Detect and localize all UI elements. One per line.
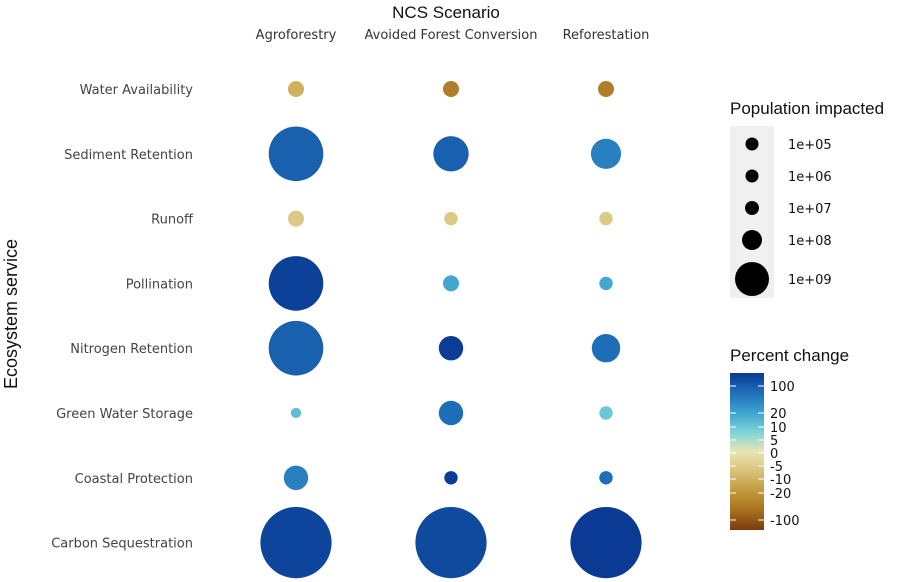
size-legend-label-1e-08: 1e+08 (788, 234, 832, 249)
bubble-agroforestry-runoff (288, 210, 304, 227)
size-legend-label-1e-05: 1e+05 (788, 138, 832, 153)
colorbar-label-minus-100: -100 (770, 514, 800, 529)
bubble-agroforestry-green-water-storage (290, 407, 302, 419)
colorbar-label-20: 20 (770, 407, 787, 422)
size-legend: Population impacted 1e+05 1e+06 1e+07 1e+08… (730, 99, 884, 298)
bubble-avoided-forest-conversion-pollination (443, 275, 459, 292)
size-legend-dot-1e-07 (745, 201, 759, 215)
row-labels: Water Availability Sediment Retention Runo… (51, 83, 194, 552)
column-label-avoided-forest-conversion: Avoided Forest Conversion (365, 28, 538, 43)
bubble-reforestation-sediment-retention (590, 138, 622, 169)
bubble-avoided-forest-conversion-water-availability (443, 81, 459, 97)
row-label-carbon-sequestration: Carbon Sequestration (51, 537, 193, 552)
bubble-agroforestry-nitrogen-retention (268, 320, 324, 376)
bubble-reforestation-water-availability (598, 81, 614, 97)
chart-title: NCS Scenario (392, 3, 500, 22)
colorbar-label-minus-5: -5 (770, 460, 783, 475)
colorbar (730, 373, 764, 530)
bubble-avoided-forest-conversion-carbon-sequestration (415, 506, 487, 579)
bubble-avoided-forest-conversion-sediment-retention (433, 136, 469, 172)
bubble-marks (260, 81, 642, 579)
y-axis-title: Ecosystem service (1, 239, 21, 389)
row-label-sediment-retention: Sediment Retention (64, 148, 193, 163)
bubble-agroforestry-carbon-sequestration (260, 506, 332, 579)
column-labels: Agroforestry Avoided Forest Conversion Ref… (256, 28, 650, 43)
bubble-reforestation-nitrogen-retention (591, 334, 621, 363)
size-legend-label-1e-09: 1e+09 (788, 273, 832, 288)
bubble-reforestation-pollination (599, 276, 613, 291)
size-legend-title: Population impacted (730, 99, 884, 118)
colorbar-label-100: 100 (770, 380, 795, 395)
bubble-avoided-forest-conversion-nitrogen-retention (438, 336, 464, 361)
size-legend-dot-1e-06 (745, 169, 759, 183)
row-label-runoff: Runoff (151, 213, 194, 228)
colorbar-label-minus-10: -10 (770, 473, 791, 488)
bubble-agroforestry-pollination (268, 256, 324, 311)
bubble-agroforestry-sediment-retention (268, 126, 324, 182)
row-label-pollination: Pollination (126, 277, 193, 292)
size-legend-dot-1e-09 (735, 262, 769, 296)
size-legend-label-1e-07: 1e+07 (788, 202, 832, 217)
color-legend-title: Percent change (730, 346, 849, 365)
bubble-reforestation-coastal-protection (599, 471, 613, 485)
colorbar-label-minus-20: -20 (770, 487, 791, 502)
colorbar-label-5: 5 (770, 434, 778, 449)
size-legend-label-1e-06: 1e+06 (788, 170, 832, 185)
bubble-avoided-forest-conversion-green-water-storage (438, 400, 464, 426)
colorbar-label-0: 0 (770, 447, 778, 462)
bubble-avoided-forest-conversion-coastal-protection (444, 471, 458, 485)
bubble-reforestation-runoff (599, 211, 613, 226)
bubble-agroforestry-water-availability (288, 81, 304, 97)
size-legend-dot-1e-05 (745, 137, 759, 151)
row-label-coastal-protection: Coastal Protection (75, 472, 193, 487)
size-legend-dot-1e-08 (742, 230, 762, 250)
colorbar-label-10: 10 (770, 421, 787, 436)
bubble-agroforestry-coastal-protection (283, 465, 309, 490)
row-label-water-availability: Water Availability (80, 83, 194, 98)
column-label-agroforestry: Agroforestry (256, 28, 337, 43)
bubble-reforestation-carbon-sequestration (570, 506, 642, 579)
bubble-reforestation-green-water-storage (599, 406, 613, 420)
row-label-green-water-storage: Green Water Storage (56, 407, 193, 422)
bubble-avoided-forest-conversion-runoff (444, 211, 458, 226)
column-label-reforestation: Reforestation (563, 28, 650, 43)
row-label-nitrogen-retention: Nitrogen Retention (70, 342, 193, 357)
